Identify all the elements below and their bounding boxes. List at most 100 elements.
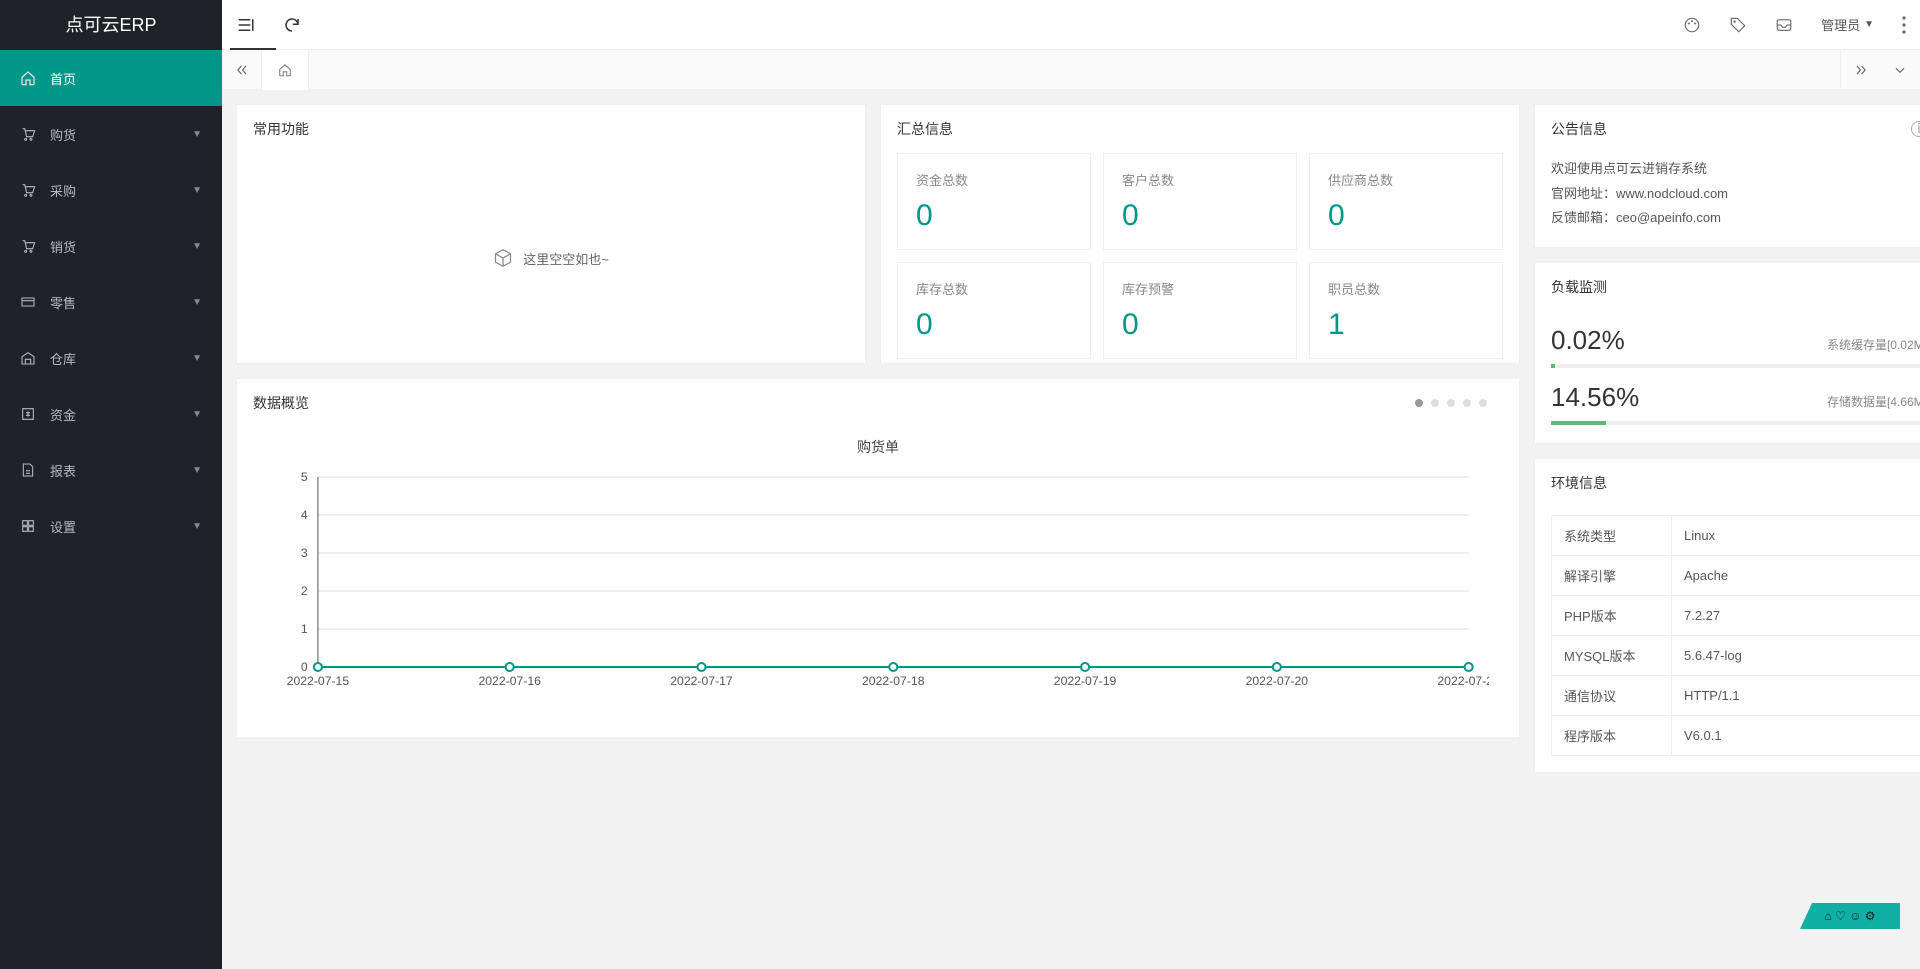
sidebar-item-cart[interactable]: 销货▼ <box>0 218 222 274</box>
card-data-overview: 数据概览 购货单 0123452022-07-152022-07-162022-… <box>236 378 1520 738</box>
sidebar-item-label: 报表 <box>50 461 192 480</box>
card-title: 环境信息 <box>1535 459 1920 507</box>
svg-text:2022-07-16: 2022-07-16 <box>478 674 541 688</box>
stat-tile: 职员总数1 <box>1309 262 1503 359</box>
card-title-text: 数据概览 <box>253 393 309 413</box>
chevron-down-icon: ▼ <box>192 297 202 308</box>
env-key: 系统类型 <box>1552 516 1672 556</box>
tabs-dropdown-button[interactable] <box>1880 50 1920 90</box>
env-key: MYSQL版本 <box>1552 636 1672 676</box>
stat-tile: 库存预警 0 <box>1103 262 1297 359</box>
cart-icon <box>20 238 38 254</box>
tag-icon <box>1729 16 1747 34</box>
svg-text:0: 0 <box>301 660 308 674</box>
grid-icon <box>20 518 38 534</box>
main-content: 常用功能 这里空空如也~ 汇总信息 资金总数0客户总数0供应商总数0库存总数0库… <box>222 90 1920 969</box>
tag-button[interactable] <box>1729 16 1747 34</box>
inbox-button[interactable] <box>1775 16 1793 34</box>
svg-text:2022-07-20: 2022-07-20 <box>1246 674 1309 688</box>
env-row: 通信协议HTTP/1.1 <box>1552 676 1920 716</box>
sidebar-item-label: 购货 <box>50 125 192 144</box>
chart-pager[interactable] <box>1415 399 1503 407</box>
chevrons-left-icon <box>235 63 249 77</box>
stat-value: 0 <box>1122 199 1278 233</box>
load-label: 存储数据量[4.66M] <box>1827 393 1920 410</box>
chevron-down-icon: ▼ <box>192 465 202 476</box>
info-icon[interactable]: i <box>1911 121 1920 137</box>
svg-text:2022-07-21: 2022-07-21 <box>1437 674 1489 688</box>
cart-icon <box>20 182 38 198</box>
warehouse-icon <box>20 350 38 366</box>
support-badge[interactable]: ⌂ ♡ ☺ ⚙ <box>1800 903 1900 929</box>
stat-value: 0 <box>1328 199 1484 233</box>
tabs-prev-button[interactable] <box>222 50 262 90</box>
env-value: Linux <box>1672 516 1920 556</box>
home-icon <box>20 70 38 86</box>
pager-dot[interactable] <box>1431 399 1439 407</box>
chart-heading: 购货单 <box>267 437 1489 457</box>
chevron-down-icon: ▼ <box>192 129 202 140</box>
card-summary: 汇总信息 资金总数0客户总数0供应商总数0库存总数0库存预警0职员总数1 <box>880 104 1520 364</box>
load-label: 系统缓存量[0.02M] <box>1827 336 1920 353</box>
sidebar-item-grid[interactable]: 设置▼ <box>0 498 222 554</box>
sidebar-item-cart[interactable]: 购货▼ <box>0 106 222 162</box>
svg-text:3: 3 <box>301 546 308 560</box>
env-value: Apache <box>1672 556 1920 596</box>
sidebar-item-report[interactable]: 报表▼ <box>0 442 222 498</box>
load-percent: 0.02% <box>1551 325 1625 356</box>
svg-text:5: 5 <box>301 470 308 484</box>
stat-label: 库存总数 <box>916 279 1072 298</box>
tabs-next-button[interactable] <box>1840 50 1880 90</box>
stat-tile: 库存总数 0 <box>897 262 1091 359</box>
sidebar-item-label: 设置 <box>50 517 192 536</box>
cart-icon <box>20 126 38 142</box>
report-icon <box>20 462 38 478</box>
svg-text:1: 1 <box>301 622 308 636</box>
empty-text: 这里空空如也~ <box>523 249 609 268</box>
stat-label: 库存预警 <box>1122 279 1278 298</box>
svg-text:2022-07-17: 2022-07-17 <box>670 674 733 688</box>
user-menu[interactable]: 管理员 ▼ <box>1821 15 1874 34</box>
sidebar-item-money[interactable]: 资金▼ <box>0 386 222 442</box>
palette-icon <box>1683 16 1701 34</box>
sidebar-item-label: 销货 <box>50 237 192 256</box>
sidebar-toggle-button[interactable] <box>236 15 256 35</box>
stat-value: 0 <box>1122 308 1278 342</box>
notice-line: 反馈邮箱：ceo@apeinfo.com <box>1551 206 1920 231</box>
chevron-down-icon: ▼ <box>192 521 202 532</box>
chevron-down-icon: ▼ <box>1864 19 1874 30</box>
chevrons-right-icon <box>1854 63 1868 77</box>
pager-dot[interactable] <box>1479 399 1487 407</box>
card-environment: 环境信息 系统类型Linux解译引擎ApachePHP版本7.2.27MYSQL… <box>1534 458 1920 773</box>
card-title: 负载监测 <box>1535 263 1920 311</box>
notice-line: 官网地址：www.nodcloud.com <box>1551 182 1920 207</box>
stat-value: 0 <box>916 308 1072 342</box>
env-key: 程序版本 <box>1552 716 1672 756</box>
chevron-down-icon: ▼ <box>192 185 202 196</box>
pager-dot[interactable] <box>1415 399 1423 407</box>
pager-dot[interactable] <box>1447 399 1455 407</box>
stat-label: 职员总数 <box>1328 279 1484 298</box>
card-title-text: 公告信息 <box>1551 119 1607 139</box>
svg-text:2: 2 <box>301 584 308 598</box>
stat-value: 0 <box>916 199 1072 233</box>
pager-dot[interactable] <box>1463 399 1471 407</box>
env-value: 7.2.27 <box>1672 596 1920 636</box>
sidebar-item-label: 采购 <box>50 181 192 200</box>
card-title: 汇总信息 <box>881 105 1519 153</box>
env-row: PHP版本7.2.27 <box>1552 596 1920 636</box>
theme-button[interactable] <box>1683 16 1701 34</box>
sidebar-item-cart[interactable]: 采购▼ <box>0 162 222 218</box>
load-row: 0.02% 系统缓存量[0.02M] <box>1551 325 1920 368</box>
sidebar-item-home[interactable]: 首页 <box>0 50 222 106</box>
money-icon <box>20 406 38 422</box>
refresh-button[interactable] <box>282 15 302 35</box>
sidebar: 点可云ERP 首页购货▼采购▼销货▼零售▼仓库▼资金▼报表▼设置▼ <box>0 0 222 969</box>
tab-home[interactable] <box>262 50 309 90</box>
more-button[interactable] <box>1902 16 1906 34</box>
sidebar-item-warehouse[interactable]: 仓库▼ <box>0 330 222 386</box>
sidebar-item-card[interactable]: 零售▼ <box>0 274 222 330</box>
progress-bar <box>1551 364 1920 368</box>
stat-label: 资金总数 <box>916 170 1072 189</box>
chevron-down-icon: ▼ <box>192 409 202 420</box>
